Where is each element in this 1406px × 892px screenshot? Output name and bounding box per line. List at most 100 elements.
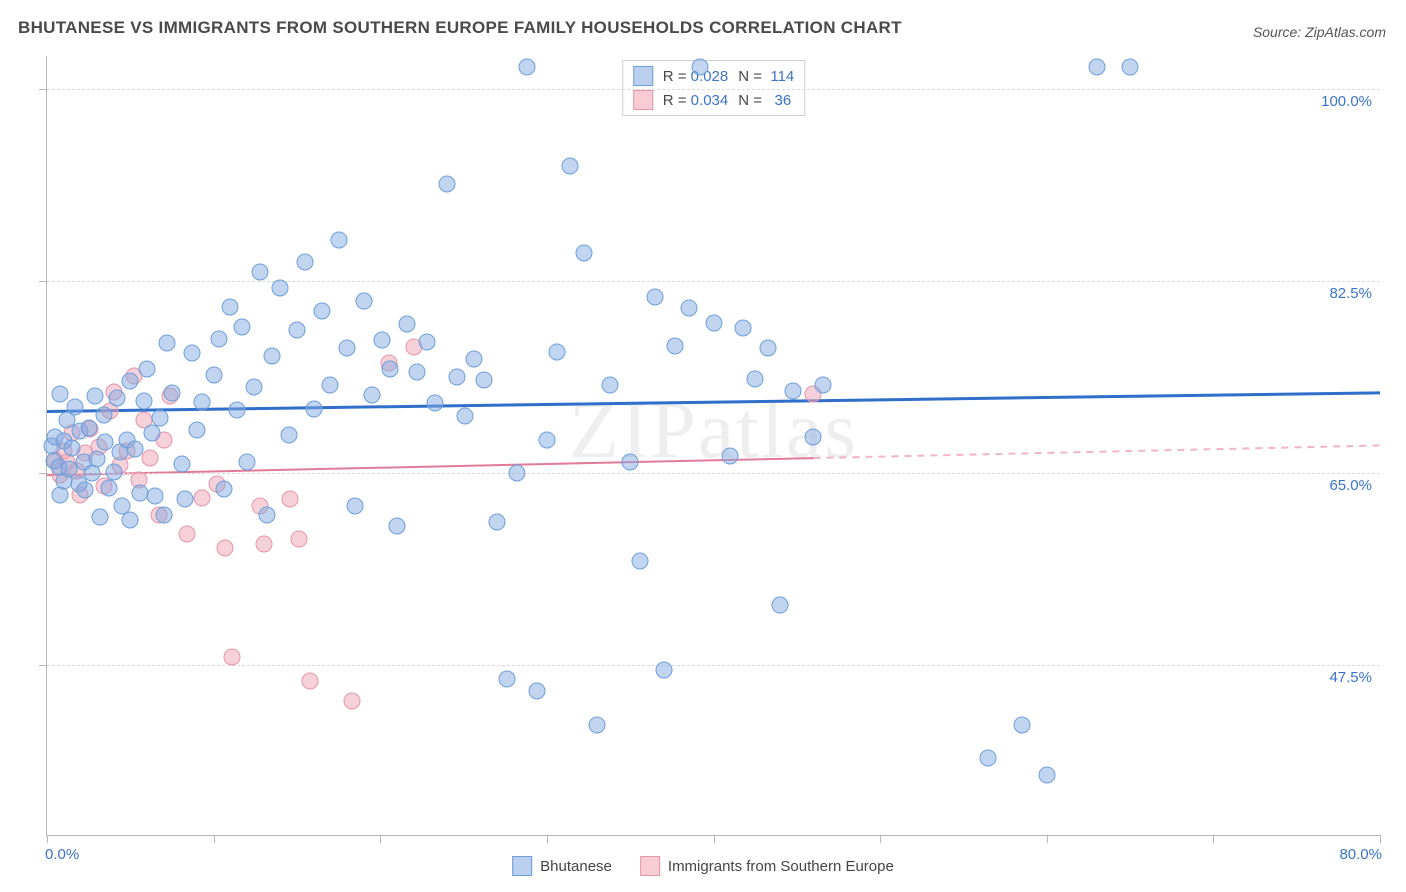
data-point: [588, 717, 605, 734]
data-point: [760, 339, 777, 356]
data-point: [980, 750, 997, 767]
data-point: [418, 334, 435, 351]
data-point: [475, 371, 492, 388]
data-point: [338, 339, 355, 356]
stat-r-value: 0.034: [691, 92, 729, 109]
data-point: [95, 406, 112, 423]
stats-legend-row: R = 0.028 N = 114: [633, 66, 795, 86]
stat-n-value: 114: [770, 68, 794, 85]
x-tick: [880, 835, 881, 843]
data-point: [1013, 717, 1030, 734]
grid-line: [47, 473, 1380, 474]
x-tick: [47, 835, 48, 843]
stat-r-label: R =: [663, 68, 691, 85]
x-tick: [380, 835, 381, 843]
data-point: [88, 450, 105, 467]
data-point: [692, 58, 709, 75]
data-point: [217, 539, 234, 556]
trend-line: [47, 393, 1380, 412]
grid-line: [47, 281, 1380, 282]
data-point: [347, 497, 364, 514]
data-point: [305, 401, 322, 418]
data-point: [177, 491, 194, 508]
data-point: [667, 337, 684, 354]
data-point: [127, 440, 144, 457]
data-point: [1088, 58, 1105, 75]
data-point: [785, 382, 802, 399]
swatch-blue: [633, 66, 653, 86]
legend-item: Bhutanese: [512, 856, 612, 876]
data-point: [1038, 766, 1055, 783]
data-point: [147, 487, 164, 504]
data-point: [80, 419, 97, 436]
data-point: [272, 279, 289, 296]
data-point: [508, 464, 525, 481]
plot-area: ZIPatlas R = 0.028 N = 114 R = 0.034 N =…: [46, 56, 1380, 836]
data-point: [322, 377, 339, 394]
data-point: [155, 506, 172, 523]
y-tick: [39, 89, 47, 90]
data-point: [632, 552, 649, 569]
data-point: [258, 506, 275, 523]
legend-label: Bhutanese: [540, 858, 612, 875]
data-point: [122, 372, 139, 389]
data-point: [465, 350, 482, 367]
data-point: [263, 347, 280, 364]
trend-lines-layer: [47, 56, 1380, 835]
data-point: [193, 393, 210, 410]
x-tick: [547, 835, 548, 843]
y-tick: [39, 665, 47, 666]
grid-line: [47, 665, 1380, 666]
x-tick: [714, 835, 715, 843]
data-point: [398, 315, 415, 332]
data-point: [105, 463, 122, 480]
data-point: [655, 662, 672, 679]
series-legend: Bhutanese Immigrants from Southern Europ…: [512, 856, 894, 876]
data-point: [223, 649, 240, 666]
data-point: [228, 402, 245, 419]
data-point: [427, 394, 444, 411]
data-point: [290, 530, 307, 547]
data-point: [382, 360, 399, 377]
data-point: [772, 596, 789, 613]
data-point: [575, 245, 592, 262]
x-tick: [214, 835, 215, 843]
data-point: [735, 320, 752, 337]
data-point: [1122, 58, 1139, 75]
data-point: [602, 377, 619, 394]
data-point: [363, 387, 380, 404]
source-label: Source:: [1253, 24, 1301, 40]
data-point: [518, 58, 535, 75]
data-point: [252, 264, 269, 281]
trend-line-extrapolated: [813, 446, 1380, 459]
data-point: [238, 453, 255, 470]
data-point: [100, 480, 117, 497]
data-point: [805, 428, 822, 445]
x-axis-max-label: 80.0%: [1339, 846, 1382, 863]
stat-n-label: N =: [738, 92, 766, 109]
y-tick: [39, 473, 47, 474]
y-tick-label: 47.5%: [1329, 669, 1372, 686]
data-point: [205, 367, 222, 384]
x-tick: [1047, 835, 1048, 843]
data-point: [343, 693, 360, 710]
data-point: [280, 426, 297, 443]
data-point: [562, 157, 579, 174]
data-point: [388, 517, 405, 534]
chart-area: ZIPatlas R = 0.028 N = 114 R = 0.034 N =…: [46, 56, 1380, 836]
swatch-pink: [633, 90, 653, 110]
data-point: [122, 512, 139, 529]
legend-label: Immigrants from Southern Europe: [668, 858, 894, 875]
data-point: [152, 410, 169, 427]
grid-line: [47, 89, 1380, 90]
y-tick-label: 65.0%: [1329, 477, 1372, 494]
data-point: [313, 302, 330, 319]
data-point: [142, 449, 159, 466]
data-point: [747, 370, 764, 387]
data-point: [245, 379, 262, 396]
data-point: [52, 486, 69, 503]
y-tick-label: 100.0%: [1321, 93, 1372, 110]
data-point: [178, 526, 195, 543]
data-point: [255, 536, 272, 553]
source-caption: Source: ZipAtlas.com: [1253, 24, 1386, 40]
